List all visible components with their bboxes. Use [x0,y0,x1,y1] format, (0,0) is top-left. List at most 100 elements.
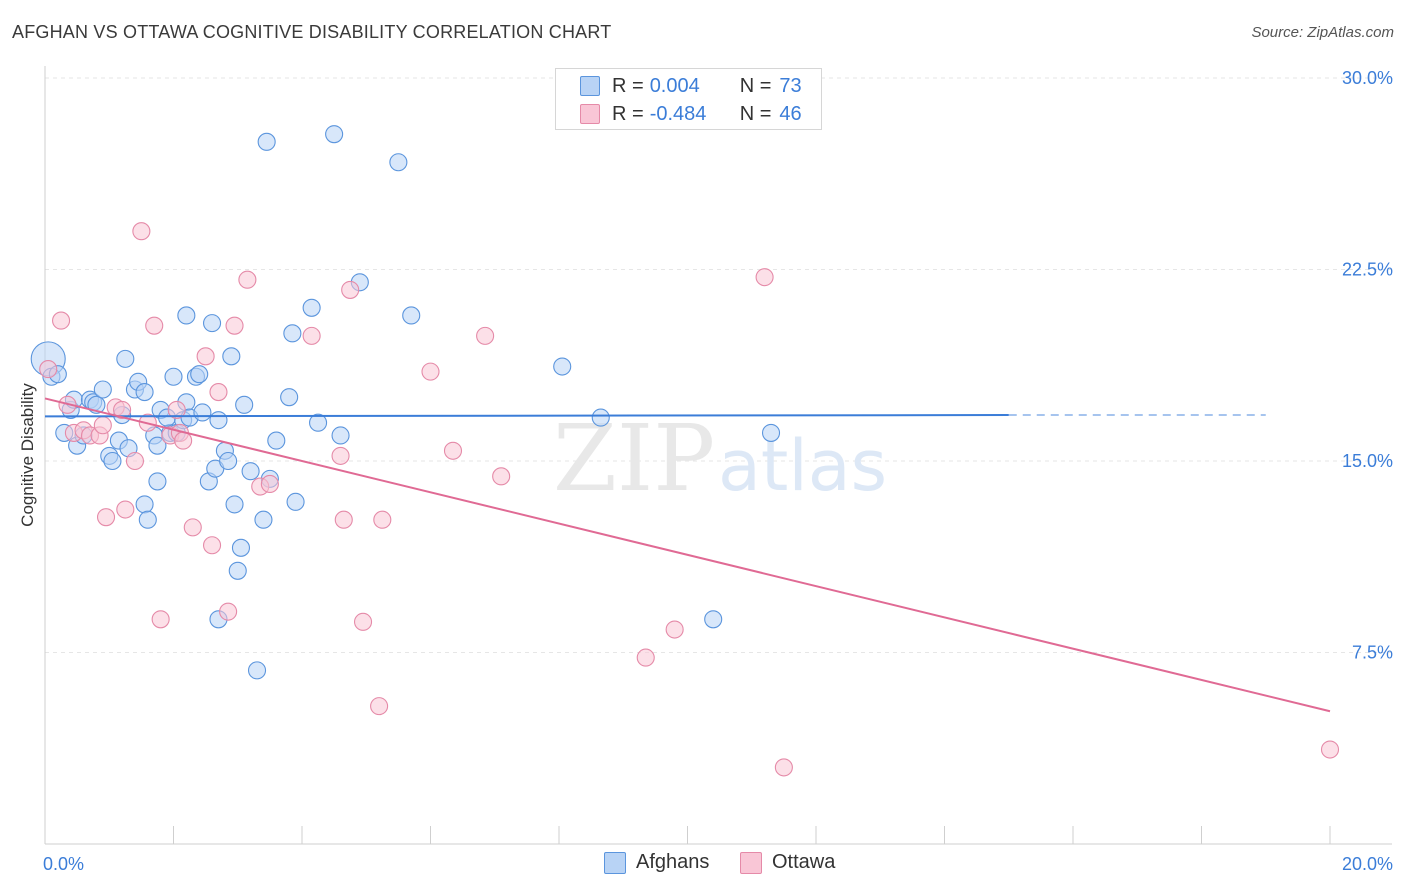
afghans-point [241,462,260,481]
afghans-point [219,451,238,471]
afghans-point [103,451,122,471]
ottawa-point [476,326,495,345]
afghans-point [148,472,167,491]
afghans-point [135,383,154,402]
tick-labels: 7.5% 15.0% 22.5% 30.0% 0.0% 20.0% [43,68,1393,874]
afghans-point [331,426,350,445]
ottawa-point [132,222,151,241]
ottawa-point [334,510,353,529]
ottawa-point [636,648,655,667]
r-value: -0.484 [649,102,707,125]
legend-item-afghans[interactable]: Afghans [604,851,709,874]
afghans-point [302,298,321,317]
legend-row-ottawa: R = -0.484 N = 46 [580,101,802,127]
afghans-point [402,306,421,325]
afghans-legend-swatch [604,851,626,874]
ottawa-point [755,268,774,287]
afghans-point [591,408,610,427]
ottawa-point [373,510,392,529]
afghans-point [138,510,157,529]
afghans-point [190,365,209,384]
afghans-point [193,403,212,422]
ottawa-point [443,441,463,460]
trend-lines [44,397,1331,713]
ottawa-point [116,500,135,519]
afghans-point [389,153,408,172]
r-label: R = [612,74,644,97]
chart-title: AFGHAN VS OTTAWA COGNITIVE DISABILITY CO… [12,22,612,42]
x-tick-label: 20.0% [1342,854,1393,874]
ottawa-trend-line [44,397,1331,713]
ottawa-point [341,280,360,299]
n-label: N = [739,74,772,97]
afghans-point [280,388,299,407]
ottawa-point [39,360,58,379]
ottawa-point [203,536,222,555]
afghans-swatch [580,76,600,96]
ottawa-point [145,316,164,335]
legend-afghans-label: Afghans [636,851,710,873]
ottawa-point [196,347,215,366]
afghans-point [116,349,135,368]
afghans-point [267,431,286,450]
r-value: 0.004 [649,74,700,97]
y-tick-label: 7.5% [1352,643,1393,663]
n-value: 46 [779,102,802,125]
data-points [30,125,1340,777]
afghans-point [257,132,276,151]
y-tick-label: 22.5% [1342,260,1393,280]
ottawa-point [302,326,321,345]
afghans-point [761,423,781,442]
afghans-point [164,367,183,386]
afghans-point [247,661,267,680]
x-tick-label: 0.0% [43,854,84,874]
afghans-point [228,561,247,580]
ottawa-point [1320,740,1340,759]
ottawa-point [209,383,228,402]
ottawa-point [52,311,71,330]
gridlines [45,77,1392,653]
ottawa-legend-swatch [740,851,762,874]
series-legend: Afghans Ottawa [0,851,1406,877]
ottawa-point [260,474,279,494]
legend-row-afghans: R = 0.004 N = 73 [580,73,802,99]
ottawa-point [125,451,144,471]
ottawa-point [93,416,112,435]
afghans-point [148,436,167,455]
ottawa-swatch [580,104,600,124]
y-tick-label: 30.0% [1342,68,1393,88]
ottawa-point [774,758,793,777]
afghans-point [286,492,305,511]
afghans-point [325,125,344,144]
ottawa-point [331,446,350,465]
afghans-point [209,411,228,430]
ottawa-point [174,431,193,450]
afghans-point [553,357,572,376]
watermark: ZIP atlas [553,405,887,512]
axes [44,66,1392,845]
y-tick-label: 15.0% [1342,451,1393,471]
ottawa-point [421,362,440,381]
ottawa-point [113,400,132,419]
source-credit: Source: ZipAtlas.com [1251,24,1394,41]
stats-legend: R = 0.004 N = 73 R = -0.484 N = 46 [555,68,822,130]
ottawa-point [96,508,116,527]
watermark-zip: ZIP [553,405,715,512]
afghans-point [222,347,241,366]
ottawa-point [151,610,170,629]
afghans-trend-line [44,414,1009,418]
afghans-point [225,495,244,514]
ottawa-point [225,316,244,335]
afghans-point [254,510,273,529]
legend-item-ottawa[interactable]: Ottawa [740,851,835,874]
ottawa-point [219,602,238,621]
afghans-point [704,610,723,629]
afghans-point [135,495,154,514]
n-value: 73 [779,74,802,97]
afghans-point [93,380,112,399]
afghans-point [203,314,222,333]
n-label: N = [739,102,772,125]
watermark-atlas: atlas [718,425,887,507]
ottawa-point [238,270,257,289]
